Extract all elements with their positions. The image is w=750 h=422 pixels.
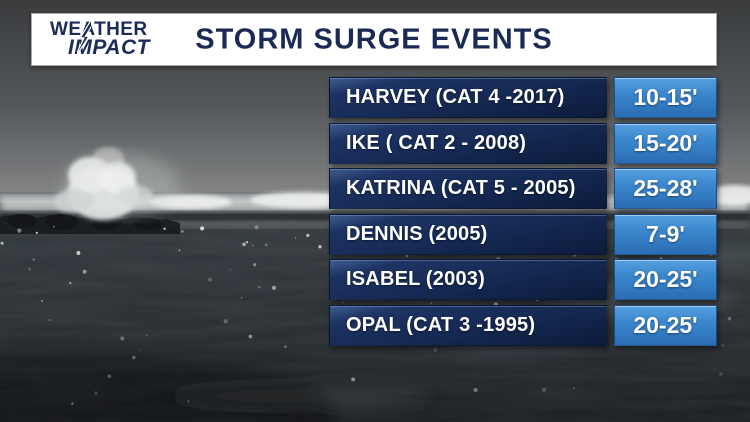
lightning-bolt-icon — [77, 20, 91, 60]
storm-name-cell: IKE ( CAT 2 - 2008) — [329, 122, 607, 164]
table-row: ISABEL (2003) 20-25' — [329, 259, 717, 301]
header-bar: WEATHER IMPACT STORM SURGE EVENTS — [31, 13, 717, 66]
storm-name-cell: DENNIS (2005) — [329, 213, 607, 255]
surge-value-cell: 20-25' — [614, 304, 717, 346]
brand-impact-text: IMPACT — [68, 36, 150, 59]
surge-value-cell: 25-28' — [614, 168, 717, 210]
weather-impact-logo: WEATHER IMPACT — [46, 19, 186, 63]
table-row: OPAL (CAT 3 -1995) 20-25' — [329, 304, 717, 346]
surge-value-cell: 10-15' — [614, 77, 717, 118]
surge-value-cell: 20-25' — [614, 259, 717, 301]
storm-name-cell: KATRINA (CAT 5 - 2005) — [329, 168, 607, 210]
surge-value-cell: 7-9' — [614, 213, 717, 255]
storm-name-cell: HARVEY (CAT 4 -2017) — [329, 77, 607, 118]
brand-weather-text: WEATHER — [50, 19, 148, 40]
surge-value-cell: 15-20' — [614, 122, 717, 164]
table-row: DENNIS (2005) 7-9' — [329, 213, 717, 255]
page-title: STORM SURGE EVENTS — [195, 23, 553, 55]
storm-name-cell: ISABEL (2003) — [329, 259, 607, 301]
storm-name-cell: OPAL (CAT 3 -1995) — [329, 304, 607, 346]
table-row: IKE ( CAT 2 - 2008) 15-20' — [329, 122, 717, 164]
table-row: KATRINA (CAT 5 - 2005) 25-28' — [329, 168, 717, 210]
table-row: HARVEY (CAT 4 -2017) 10-15' — [329, 77, 717, 118]
storm-surge-table: HARVEY (CAT 4 -2017) 10-15' IKE ( CAT 2 … — [329, 77, 717, 351]
